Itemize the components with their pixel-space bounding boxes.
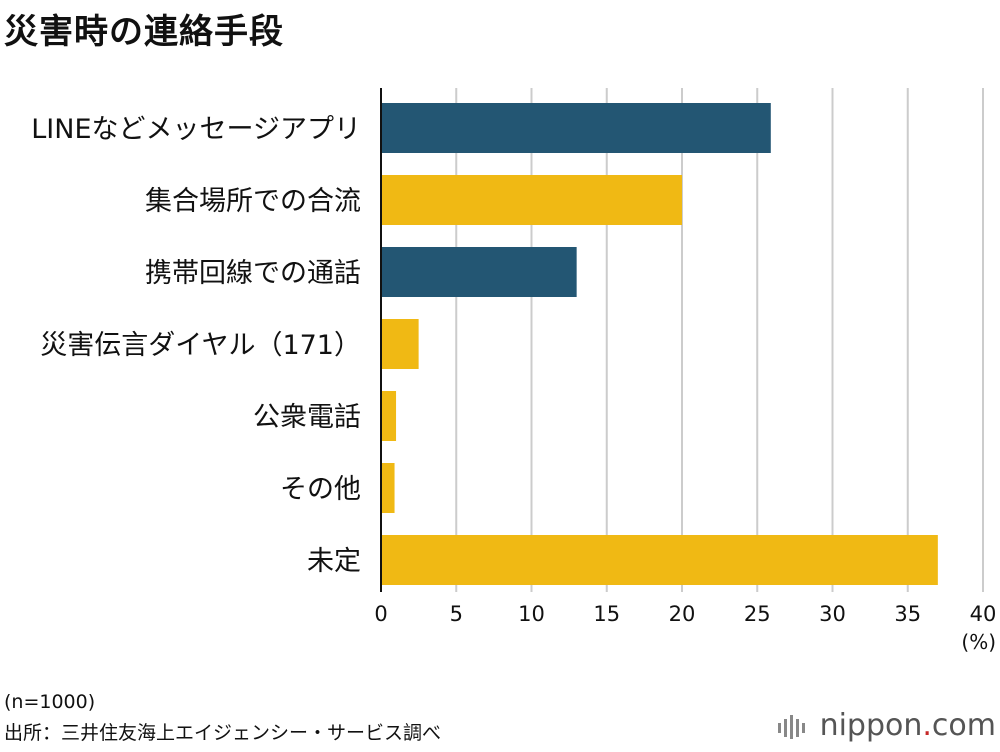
x-tick-label: 5 xyxy=(450,602,463,626)
category-label: LINEなどメッセージアプリ xyxy=(31,114,361,145)
x-tick-label: 10 xyxy=(518,602,545,626)
bar xyxy=(381,103,771,153)
x-tick-label: 25 xyxy=(744,602,771,626)
x-tick-label: 15 xyxy=(593,602,620,626)
x-tick-label: 30 xyxy=(819,602,846,626)
logo-main: nippon xyxy=(819,708,923,743)
nippon-logo: nippon.com xyxy=(777,708,996,743)
category-label: 公衆電話 xyxy=(253,402,361,433)
unit-label: (%) xyxy=(961,630,996,654)
category-label: 災害伝言ダイヤル（171） xyxy=(40,330,361,361)
x-tick-label: 0 xyxy=(374,602,387,626)
x-tick-label: 35 xyxy=(894,602,921,626)
x-tick-label: 20 xyxy=(669,602,696,626)
source-note: 出所：三井住友海上エイジェンシー・サービス調べ xyxy=(4,722,442,744)
chart-title: 災害時の連絡手段 xyxy=(4,12,284,52)
bar xyxy=(381,463,395,513)
x-tick-label: 40 xyxy=(970,602,997,626)
category-label: 携帯回線での通話 xyxy=(145,258,361,289)
logo-tld: com xyxy=(931,708,996,743)
bar xyxy=(381,319,419,369)
bar xyxy=(381,535,938,585)
logo-bars-icon xyxy=(777,714,805,739)
sample-size-note: (n=1000) xyxy=(4,691,96,713)
category-label: 未定 xyxy=(307,546,361,577)
category-label: 集合場所での合流 xyxy=(145,186,361,217)
logo-dot: . xyxy=(922,708,932,743)
bar xyxy=(381,247,577,297)
bar xyxy=(381,175,682,225)
category-label: その他 xyxy=(280,474,361,505)
bar xyxy=(381,391,397,441)
